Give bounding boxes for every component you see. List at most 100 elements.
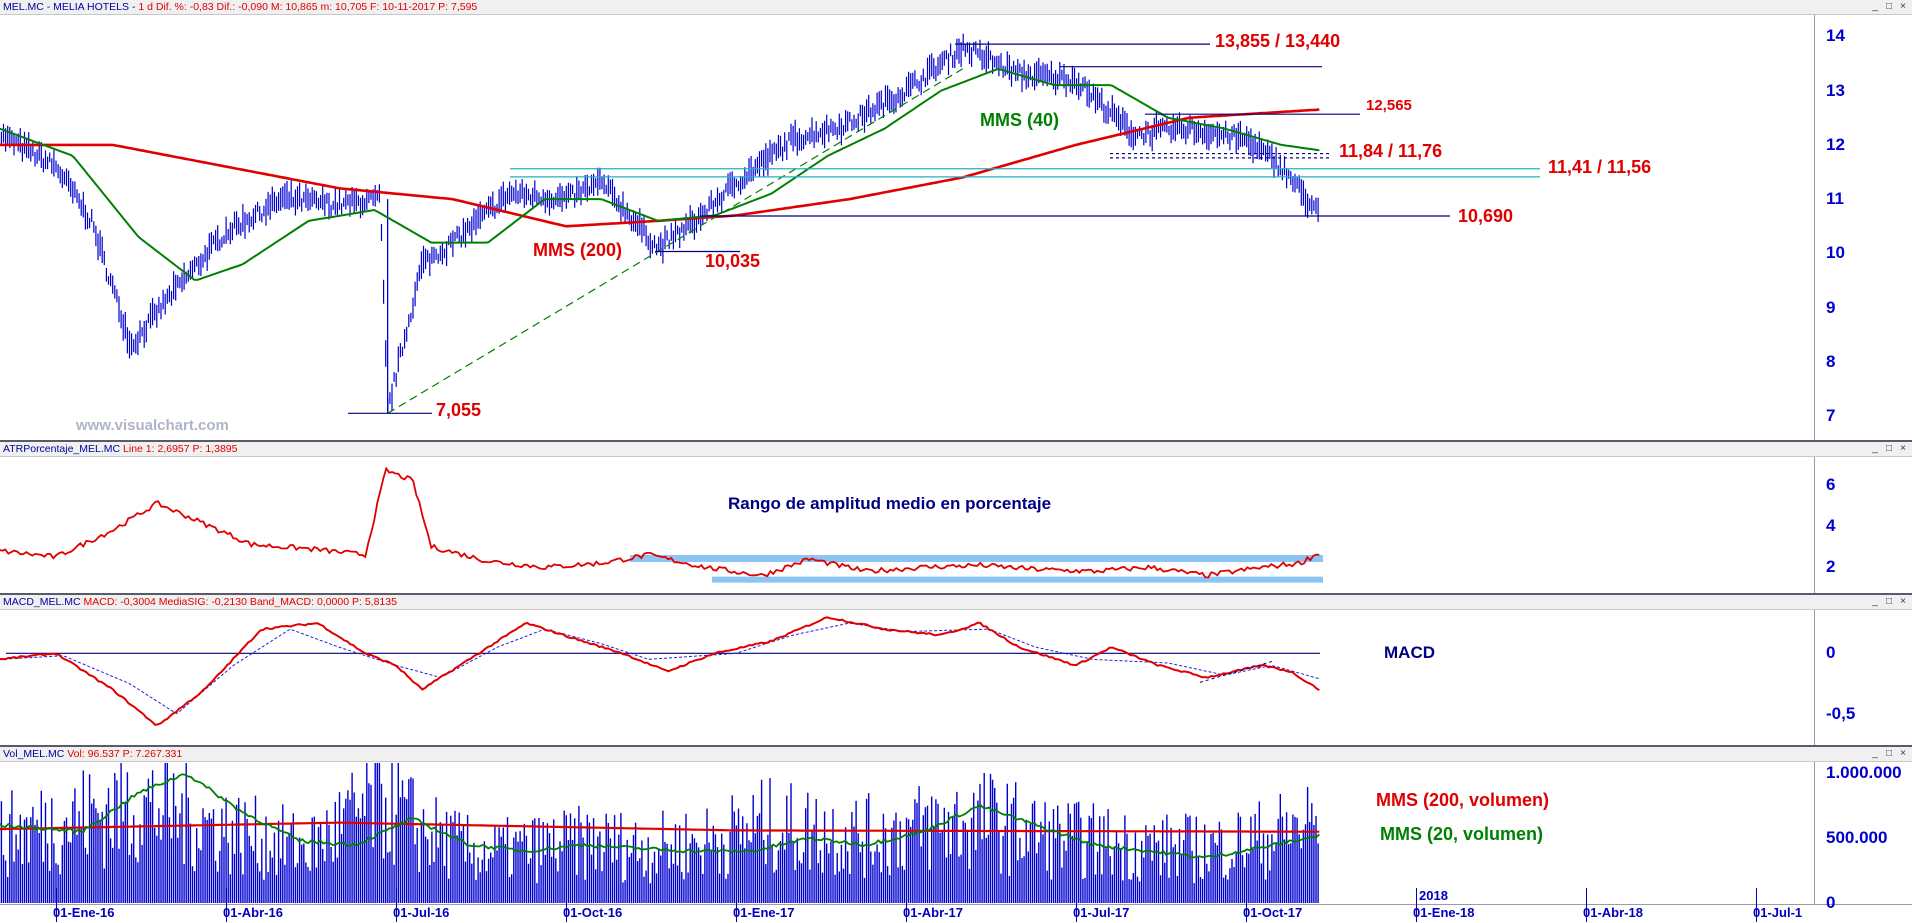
- separator-1[interactable]: [0, 440, 1912, 442]
- annotation-1184: 11,84 / 11,76: [1339, 141, 1443, 161]
- volume-header-text: Vol_MEL.MC Vol: 96.537 P: 7.267.331: [3, 748, 183, 760]
- annotation-10035: 10,035: [705, 251, 761, 271]
- y-tick-label: 7: [1826, 406, 1836, 426]
- y-tick-label: 2: [1826, 557, 1836, 577]
- atr-label: Rango de amplitud medio en porcentaje: [728, 494, 1052, 513]
- annotation-13855: 13,855 / 13,440: [1215, 31, 1341, 51]
- macd-panel-header: MACD_MEL.MC MACD: -0,3004 MediaSIG: -0,2…: [0, 595, 1912, 610]
- x-tick-label: 01-Jul-1: [1753, 905, 1803, 920]
- volume-panel-header: Vol_MEL.MC Vol: 96.537 P: 7.267.331 _ □ …: [0, 747, 1912, 762]
- macd-divergence-line: [1199, 660, 1276, 683]
- volume-plot[interactable]: [0, 747, 1814, 904]
- annotation-10690: 10,690: [1458, 206, 1514, 226]
- y-tick-label: 4: [1826, 516, 1836, 536]
- close-icon[interactable]: ×: [1900, 1, 1906, 12]
- x-tick-mark: [56, 888, 57, 922]
- close-icon[interactable]: ×: [1900, 596, 1906, 607]
- label-mms-40: MMS (40): [980, 110, 1060, 130]
- atr-panel: ATRPorcentaje_MEL.MC Line 1: 2,6957 P: 1…: [0, 442, 1912, 593]
- separator-2[interactable]: [0, 593, 1912, 595]
- maximize-icon[interactable]: □: [1885, 596, 1893, 607]
- maximize-icon[interactable]: □: [1885, 443, 1893, 454]
- annotation-12565: 12,565: [1366, 97, 1412, 114]
- x-axis: [0, 904, 1912, 923]
- vol-mms-20-line: [0, 773, 1320, 859]
- x-year-label: 2018: [1419, 888, 1448, 903]
- y-tick-label: -0,5: [1826, 703, 1856, 723]
- x-tick-label: 01-Ene-16: [53, 905, 115, 920]
- volume-y-axis: [1814, 762, 1912, 904]
- price-y-axis: [1814, 15, 1912, 440]
- atr-window-buttons: _ □ ×: [1870, 442, 1908, 456]
- atr-band-upper: [630, 555, 1323, 563]
- minimize-icon[interactable]: _: [1872, 1, 1878, 12]
- atr-y-axis: [1814, 457, 1912, 593]
- y-tick-label: 10: [1826, 243, 1845, 263]
- price-window-buttons: _ □ ×: [1870, 0, 1908, 14]
- annotation-1141: 11,41 / 11,56: [1548, 157, 1652, 177]
- atr-panel-header: ATRPorcentaje_MEL.MC Line 1: 2,6957 P: 1…: [0, 442, 1912, 457]
- trend-line: [387, 68, 963, 414]
- x-tick-label: 01-Jul-17: [1073, 905, 1130, 920]
- label-mms-20-volumen: MMS (20, volumen): [1380, 824, 1544, 844]
- y-tick-label: 0: [1826, 893, 1836, 912]
- atr-header-text: ATRPorcentaje_MEL.MC Line 1: 2,6957 P: 1…: [3, 443, 238, 455]
- macd-panel: MACD_MEL.MC MACD: -0,3004 MediaSIG: -0,2…: [0, 595, 1912, 745]
- volume-panel: Vol_MEL.MC Vol: 96.537 P: 7.267.331 _ □ …: [0, 747, 1912, 904]
- macd-window-buttons: _ □ ×: [1870, 595, 1908, 609]
- separator-3[interactable]: [0, 745, 1912, 747]
- y-tick-label: 1.000.000: [1826, 763, 1902, 783]
- maximize-icon[interactable]: □: [1885, 748, 1893, 759]
- y-tick-label: 0: [1826, 643, 1836, 663]
- price-header-text: MEL.MC - MELIA HOTELS - 1 d Dif. %: -0,8…: [3, 1, 478, 13]
- x-tick-label: 01-Abr-18: [1583, 905, 1643, 920]
- y-tick-label: 9: [1826, 297, 1836, 317]
- y-tick-label: 500.000: [1826, 828, 1888, 848]
- price-panel-header: MEL.MC - MELIA HOTELS - 1 d Dif. %: -0,8…: [0, 0, 1912, 15]
- minimize-icon[interactable]: _: [1872, 596, 1878, 607]
- close-icon[interactable]: ×: [1900, 748, 1906, 759]
- x-tick-mark: [1756, 888, 1757, 922]
- x-tick-mark: [1586, 888, 1587, 922]
- macd-plot[interactable]: [0, 595, 1814, 745]
- volume-bars: [0, 763, 1319, 903]
- y-tick-label: 12: [1826, 134, 1845, 154]
- x-tick-label: 01-Oct-17: [1243, 905, 1303, 920]
- price-plot[interactable]: [0, 0, 1814, 440]
- x-tick-label: 01-Oct-16: [563, 905, 623, 920]
- close-icon[interactable]: ×: [1900, 443, 1906, 454]
- y-tick-label: 8: [1826, 352, 1836, 371]
- label-mms-200: MMS (200): [533, 240, 623, 260]
- price-bars: [0, 33, 1319, 412]
- minimize-icon[interactable]: _: [1872, 443, 1878, 454]
- y-tick-label: 6: [1826, 474, 1836, 494]
- price-panel: MEL.MC - MELIA HOTELS - 1 d Dif. %: -0,8…: [0, 0, 1912, 440]
- x-tick-mark: [566, 888, 567, 922]
- x-tick-label: 01-Abr-17: [903, 905, 963, 920]
- mms-40-line: [0, 67, 1320, 281]
- minimize-icon[interactable]: _: [1872, 748, 1878, 759]
- x-tick-label: 01-Ene-18: [1413, 905, 1475, 920]
- macd-signal-line: [0, 622, 1320, 715]
- atr-band-lower: [712, 576, 1323, 583]
- mms-200-line: [0, 108, 1320, 228]
- x-tick-mark: [1076, 888, 1077, 922]
- x-tick-mark: [1416, 888, 1417, 922]
- volume-window-buttons: _ □ ×: [1870, 747, 1908, 761]
- macd-line: [0, 616, 1320, 726]
- x-tick-mark: [906, 888, 907, 922]
- atr-line: [0, 466, 1320, 579]
- atr-plot[interactable]: [0, 442, 1814, 593]
- x-tick-label: 01-Ene-17: [733, 905, 795, 920]
- maximize-icon[interactable]: □: [1885, 1, 1893, 12]
- vol-mms-200-line: [0, 821, 1320, 833]
- x-tick-mark: [736, 888, 737, 922]
- annotation-7055: 7,055: [436, 400, 482, 420]
- y-tick-label: 13: [1826, 80, 1845, 100]
- x-tick-mark: [396, 888, 397, 922]
- macd-y-axis: [1814, 610, 1912, 745]
- watermark: www.visualchart.com: [76, 417, 229, 434]
- x-tick-label: 01-Abr-16: [223, 905, 283, 920]
- x-tick-mark: [1246, 888, 1247, 922]
- label-mms-200-volumen: MMS (200, volumen): [1376, 790, 1550, 810]
